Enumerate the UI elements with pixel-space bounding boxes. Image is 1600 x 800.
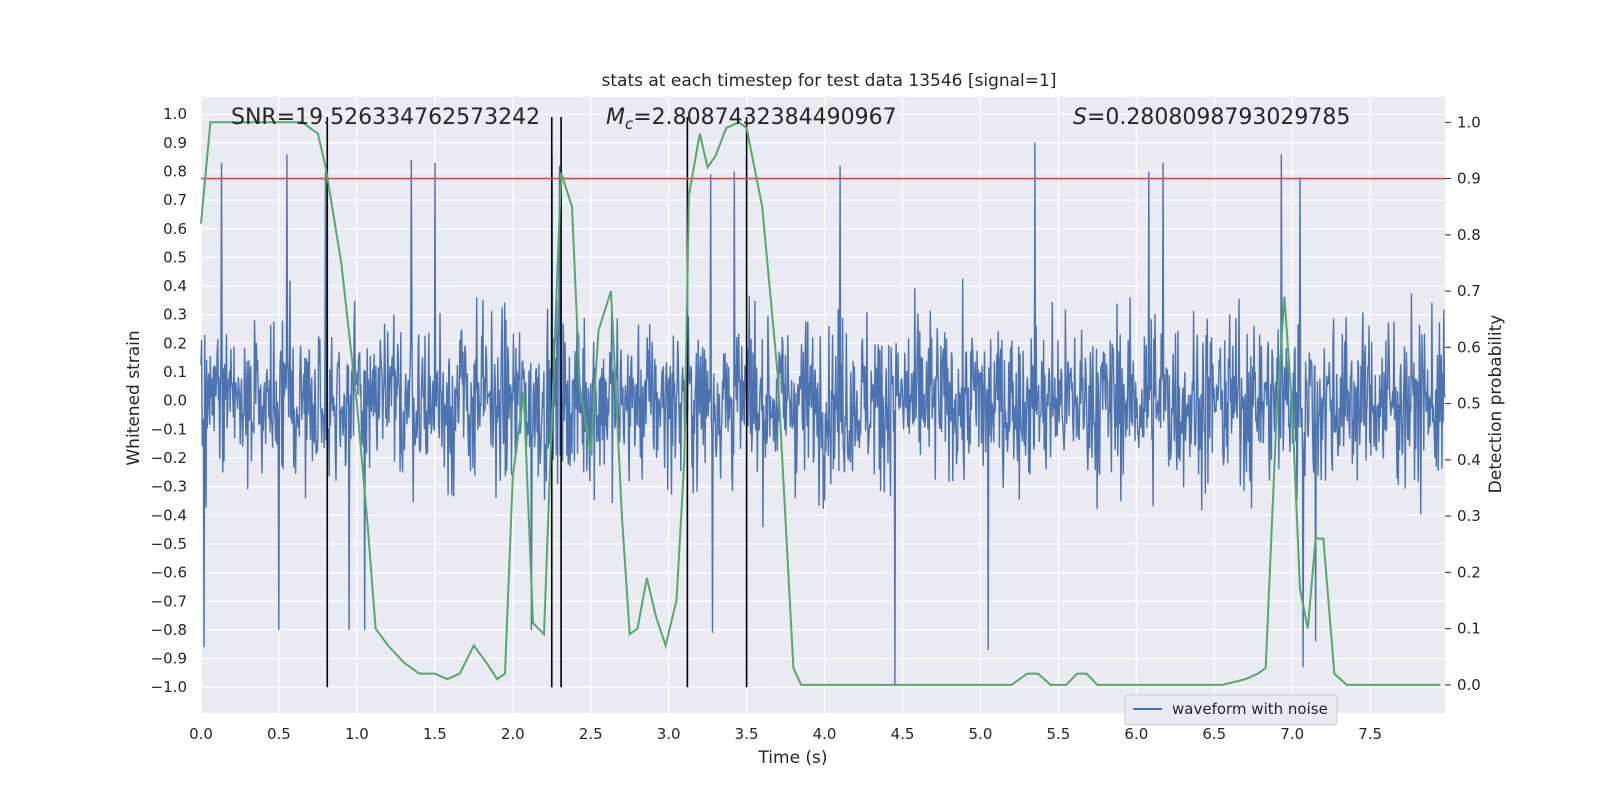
x-axis-tick-labels: 0.0 0.5 1.0 1.5 2.0 2.5 3.0 3.5 4.0 4.5 5.0 5.5 6.0 6… — [189, 725, 1382, 743]
x-tick-label: 6.5 — [1202, 725, 1226, 743]
chirp-mass-subscript: c — [625, 115, 634, 133]
y-tick-label: 0.3 — [163, 306, 187, 324]
y-tick-label: 0.8 — [163, 162, 187, 180]
waveform-line — [200, 142, 1446, 685]
s-annotation: S=0.2808098793029785 — [1073, 105, 1350, 130]
y-tick-label: 1.0 — [163, 105, 187, 123]
y-tick-label: 0.6 — [163, 220, 187, 238]
s-symbol: S — [1073, 105, 1087, 130]
y2-tick-label: 0.3 — [1457, 507, 1481, 525]
y-tick-label: 0.0 — [163, 392, 187, 410]
s-value: =0.2808098793029785 — [1087, 105, 1350, 130]
y-tick-label: −0.5 — [151, 535, 187, 553]
probability-series — [200, 121, 1441, 686]
y-tick-label: −0.6 — [151, 564, 187, 582]
x-axis-label: Time (s) — [757, 748, 827, 768]
x-tick-label: 4.0 — [813, 725, 837, 743]
chart-title: stats at each timestep for test data 135… — [602, 71, 1057, 91]
y-tick-label: −0.8 — [151, 621, 187, 639]
legend: waveform with noise — [1124, 694, 1338, 726]
y-tick-label: −0.3 — [151, 478, 187, 496]
x-tick-label: 0.0 — [189, 725, 213, 743]
x-tick-label: 7.5 — [1358, 725, 1382, 743]
y2-tick-label: 0.5 — [1457, 395, 1481, 413]
y2-tick-label: 0.2 — [1457, 563, 1481, 581]
y-tick-label: −0.9 — [151, 650, 187, 668]
y2-tick-label: 0.6 — [1457, 338, 1481, 356]
y-tick-label: 0.4 — [163, 277, 187, 295]
y2-tick-label: 1.0 — [1457, 113, 1481, 131]
y-tick-label: −1.0 — [151, 678, 187, 696]
x-tick-label: 2.0 — [501, 725, 525, 743]
x-tick-label: 3.0 — [657, 725, 681, 743]
event-markers — [326, 117, 748, 688]
y2-tick-label: 0.7 — [1457, 282, 1481, 300]
y-tick-label: 0.2 — [163, 334, 187, 352]
chirp-mass-annotation: Mc=2.8087432384490967 — [606, 105, 897, 133]
y2-tick-label: 0.0 — [1457, 676, 1481, 694]
y2-tick-label: 0.4 — [1457, 451, 1481, 469]
waveform-series — [200, 142, 1446, 685]
y-tick-label: 0.7 — [163, 191, 187, 209]
y-axis-label: Whitened strain — [124, 330, 144, 465]
snr-annotation: SNR=19.526334762573242 — [231, 105, 540, 130]
x-tick-label: 1.0 — [345, 725, 369, 743]
legend-box — [1124, 694, 1338, 726]
y2-tick-label: 0.9 — [1457, 170, 1481, 188]
y-tick-label: −0.4 — [151, 506, 187, 524]
x-tick-label: 4.5 — [891, 725, 915, 743]
y-tick-label: −0.2 — [151, 449, 187, 467]
chirp-mass-value: =2.8087432384490967 — [633, 105, 896, 130]
x-tick-label: 6.0 — [1124, 725, 1148, 743]
y-tick-label: 0.5 — [163, 248, 187, 266]
x-tick-label: 0.5 — [267, 725, 291, 743]
x-tick-label: 1.5 — [423, 725, 447, 743]
y2-axis-label: Detection probability — [1486, 315, 1506, 494]
y-tick-label: 0.1 — [163, 363, 187, 381]
y-tick-label: −0.7 — [151, 592, 187, 610]
x-tick-label: 2.5 — [579, 725, 603, 743]
chirp-mass-symbol: M — [606, 105, 625, 130]
x-tick-label: 5.0 — [969, 725, 993, 743]
y-tick-label: −0.1 — [151, 420, 187, 438]
x-tick-label: 7.0 — [1280, 725, 1304, 743]
y2-tick-label: 0.8 — [1457, 226, 1481, 244]
x-tick-label: 5.5 — [1046, 725, 1070, 743]
legend-label-waveform: waveform with noise — [1172, 700, 1328, 718]
y-axis-tick-labels: 1.0 0.9 0.8 0.7 0.6 0.5 0.4 0.3 0.2 0.1 0.0 −0.1 −0.… — [151, 105, 187, 696]
y2-tick-label: 0.1 — [1457, 620, 1481, 638]
y-tick-label: 0.9 — [163, 134, 187, 152]
detection-probability-line — [200, 121, 1441, 686]
y2-axis-tick-labels: 1.0 0.9 0.8 0.7 0.6 0.5 0.4 0.3 0.2 0.1 0.0 — [1445, 113, 1481, 694]
x-tick-label: 3.5 — [735, 725, 759, 743]
